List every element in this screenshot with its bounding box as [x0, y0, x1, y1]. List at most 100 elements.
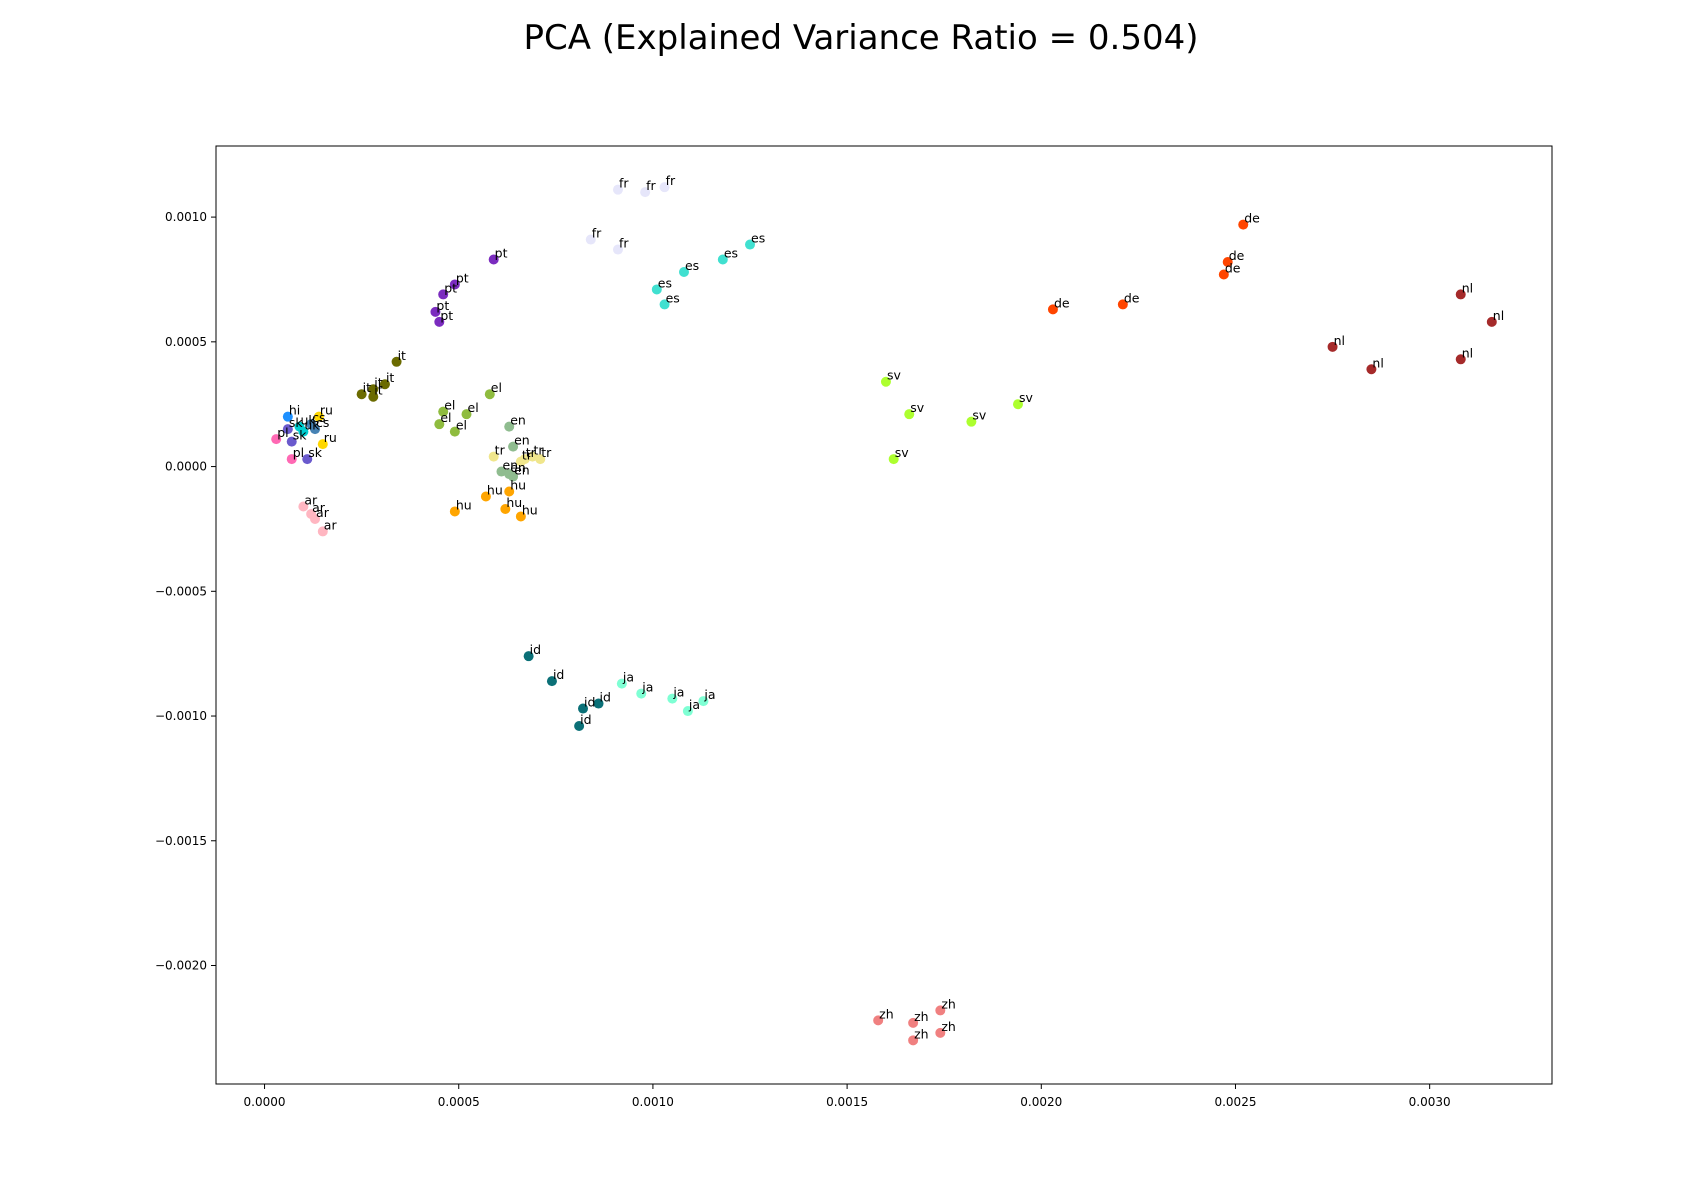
chart-title: PCA (Explained Variance Ratio = 0.504) — [523, 18, 1199, 58]
point-pt — [449, 279, 460, 290]
point-el — [461, 409, 472, 420]
point-el — [434, 419, 445, 430]
point-hu — [515, 511, 526, 522]
point-label-ar: ar — [312, 500, 326, 515]
point-label-tr: tr — [526, 445, 537, 460]
point-es — [678, 266, 689, 277]
point-es — [651, 284, 662, 295]
point-label-pt: pt — [456, 270, 469, 285]
point-fr — [640, 187, 651, 198]
point-label-de: de — [1124, 290, 1140, 305]
x-tick-label: 0.0005 — [438, 1095, 480, 1109]
x-tick-label: 0.0030 — [1409, 1095, 1451, 1109]
y-tick-label: −0.0010 — [155, 709, 207, 723]
point-label-ja: ja — [641, 680, 653, 695]
point-sv — [966, 416, 977, 427]
point-label-uk: uk — [304, 418, 320, 433]
point-label-zh: zh — [914, 1026, 928, 1041]
x-tick-label: 0.0010 — [632, 1095, 674, 1109]
point-label-hi: hi — [289, 403, 300, 418]
point-ar — [317, 526, 328, 537]
point-label-sv: sv — [895, 445, 910, 460]
y-tick-label: −0.0020 — [155, 959, 207, 973]
point-label-fr: fr — [619, 236, 629, 251]
point-el — [484, 389, 495, 400]
point-fr — [585, 234, 596, 245]
point-label-fr: fr — [619, 176, 629, 191]
point-pt — [488, 254, 499, 265]
point-nl — [1455, 354, 1466, 365]
point-ru — [313, 411, 324, 422]
point-label-nl: nl — [1334, 333, 1345, 348]
point-label-nl: nl — [1462, 280, 1473, 295]
y-tick-label: 0.0005 — [165, 335, 207, 349]
point-label-id: id — [553, 667, 564, 682]
point-label-el: el — [491, 380, 502, 395]
point-label-es: es — [751, 231, 765, 246]
point-label-en: en — [514, 433, 530, 448]
point-label-hu: hu — [506, 495, 522, 510]
point-fr — [612, 244, 623, 255]
point-label-it: it — [386, 370, 394, 385]
point-label-it: it — [398, 348, 406, 363]
point-hu — [480, 491, 491, 502]
point-pl — [271, 434, 282, 445]
point-label-hu: hu — [510, 478, 526, 493]
point-tr — [515, 456, 526, 467]
point-es — [717, 254, 728, 265]
point-it — [368, 391, 379, 402]
point-hu — [449, 506, 460, 517]
point-es — [659, 299, 670, 310]
point-label-tr: tr — [541, 445, 552, 460]
point-cs — [310, 424, 321, 435]
point-tr — [527, 451, 538, 462]
y-tick-label: −0.0005 — [155, 584, 207, 598]
point-label-pl: pl — [293, 445, 304, 460]
y-tick-label: 0.0010 — [165, 210, 207, 224]
point-fr — [612, 184, 623, 195]
point-el — [449, 426, 460, 437]
point-en — [508, 441, 519, 452]
point-sk — [282, 424, 293, 435]
y-axis: −0.0020 −0.0015 −0.0010 −0.0005 0.0000 0.0005… — [155, 210, 216, 973]
point-el — [438, 406, 449, 417]
x-axis: 0.0000 0.0005 0.0010 0.0015 0.0020 0.0025 0.00… — [244, 1084, 1451, 1109]
point-sv — [880, 376, 891, 387]
point-label-zh: zh — [941, 1019, 955, 1034]
point-ru — [317, 439, 328, 450]
point-label-hu: hu — [522, 502, 538, 517]
point-label-sv: sv — [887, 368, 902, 383]
point-uk — [298, 426, 309, 437]
point-de — [1047, 304, 1058, 315]
point-label-id: id — [530, 642, 541, 657]
point-en — [504, 421, 515, 432]
point-label-sk: sk — [308, 445, 323, 460]
point-label-sk: sk — [293, 428, 308, 443]
point-label-fr: fr — [666, 173, 676, 188]
x-tick-label: 0.0025 — [1214, 1095, 1256, 1109]
point-label-en: en — [514, 463, 530, 478]
point-label-hu: hu — [456, 497, 472, 512]
point-label-id: id — [580, 712, 591, 727]
point-label-ja: ja — [688, 697, 700, 712]
point-de — [1238, 219, 1249, 230]
point-label-it: it — [374, 383, 382, 398]
point-label-de: de — [1244, 211, 1260, 226]
point-label-nl: nl — [1493, 308, 1504, 323]
point-it — [379, 379, 390, 390]
point-zh — [908, 1017, 919, 1028]
point-id — [593, 698, 604, 709]
point-label-cs: cs — [316, 415, 329, 430]
point-label-es: es — [724, 246, 738, 261]
point-sv — [1012, 399, 1023, 410]
point-pl — [286, 454, 297, 465]
point-label-sv: sv — [910, 400, 925, 415]
point-label-tr: tr — [534, 443, 545, 458]
point-label-pt: pt — [436, 298, 449, 313]
point-ar — [310, 513, 321, 524]
point-en — [496, 466, 507, 477]
point-label-el: el — [468, 400, 479, 415]
point-label-pl: pl — [277, 425, 288, 440]
point-it — [356, 389, 367, 400]
